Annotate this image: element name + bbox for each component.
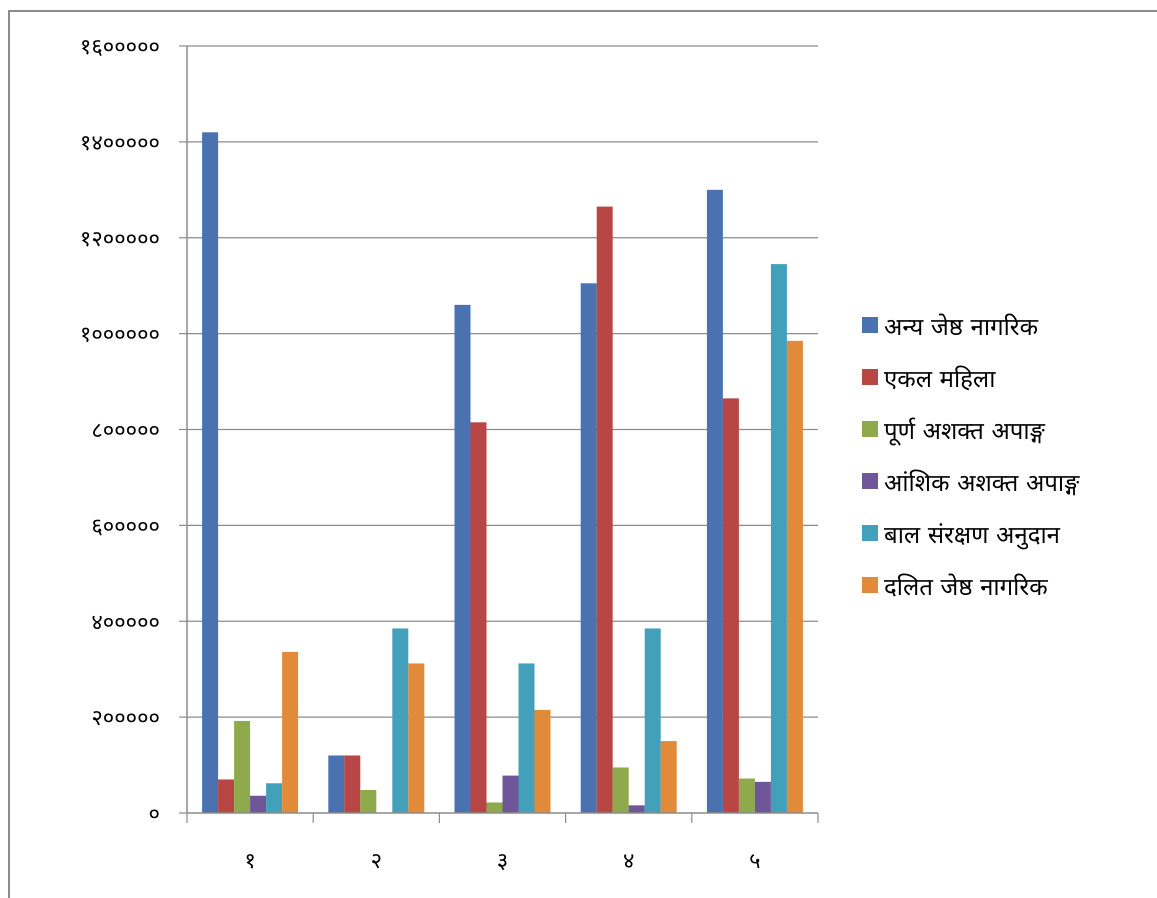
- y-tick-label: १६०००००: [80, 35, 160, 60]
- legend: अन्य जेष्ठ नागरिक एकल महिला पूर्ण अशक्त अप…: [862, 313, 1080, 601]
- legend-label: एकल महिला: [884, 365, 996, 393]
- bar: [282, 651, 299, 813]
- legend-swatch: [862, 369, 878, 385]
- x-tick-label: ३: [497, 849, 508, 874]
- legend-swatch: [862, 421, 878, 437]
- bar: [580, 283, 597, 813]
- legend-label: आंशिक अशक्त अपाङ्ग: [884, 469, 1080, 497]
- bar: [392, 628, 409, 813]
- bar: [234, 720, 251, 813]
- bar: [454, 304, 471, 813]
- legend-label: पूर्ण अशक्त अपाङ्ग: [884, 417, 1046, 446]
- bar: [534, 709, 551, 813]
- y-tick-label: ८०००००: [91, 419, 160, 444]
- bar: [628, 805, 645, 813]
- bar: [706, 189, 723, 813]
- bar: [518, 663, 535, 813]
- y-tick-label: १४०००००: [80, 131, 160, 156]
- bar: [738, 778, 755, 813]
- x-tick-label: १: [244, 849, 255, 874]
- bar: [202, 132, 219, 814]
- legend-swatch: [862, 317, 878, 333]
- bar: [486, 802, 503, 813]
- bar: [644, 628, 661, 813]
- legend-swatch: [862, 473, 878, 489]
- y-tick-label: ४०००००: [91, 610, 160, 635]
- legend-label: अन्य जेष्ठ नागरिक: [884, 313, 1039, 341]
- bar: [250, 795, 267, 813]
- bar: [770, 264, 787, 814]
- bar: [328, 755, 345, 813]
- bar: [722, 398, 739, 813]
- x-tick-label: ४: [623, 849, 634, 874]
- y-tick-label: १२०००००: [80, 227, 160, 252]
- y-tick-label: ६०००००: [91, 514, 160, 539]
- legend-label: दलित जेष्ठ नागरिक: [884, 573, 1048, 601]
- y-tick-label: १००००००: [80, 323, 160, 348]
- x-tick-label: २: [371, 849, 382, 874]
- bar: [360, 789, 377, 813]
- bar: [754, 781, 771, 813]
- y-tick-label: २०००००: [91, 706, 160, 731]
- bar: [408, 663, 425, 813]
- bar: [660, 741, 677, 813]
- y-axis-tick-labels: ० २००००० ४००००० ६००००० ८००००० १०००००० १२००००० १…: [80, 35, 160, 827]
- bar: [218, 779, 235, 813]
- legend-swatch: [862, 577, 878, 593]
- bar: [502, 775, 519, 813]
- y-tick-label: ०: [149, 802, 160, 827]
- bar: [612, 767, 629, 813]
- x-tick-label: ५: [749, 849, 760, 874]
- bar: [596, 206, 613, 813]
- bars: [202, 132, 803, 814]
- bar: [470, 422, 487, 813]
- bar: [266, 783, 283, 813]
- bar: [344, 755, 361, 813]
- bar: [786, 340, 803, 813]
- legend-swatch: [862, 525, 878, 541]
- x-axis-tick-labels: १ २ ३ ४ ५: [244, 849, 760, 874]
- axes: [179, 45, 819, 823]
- legend-label: बाल संरक्षण अनुदान: [884, 521, 1061, 550]
